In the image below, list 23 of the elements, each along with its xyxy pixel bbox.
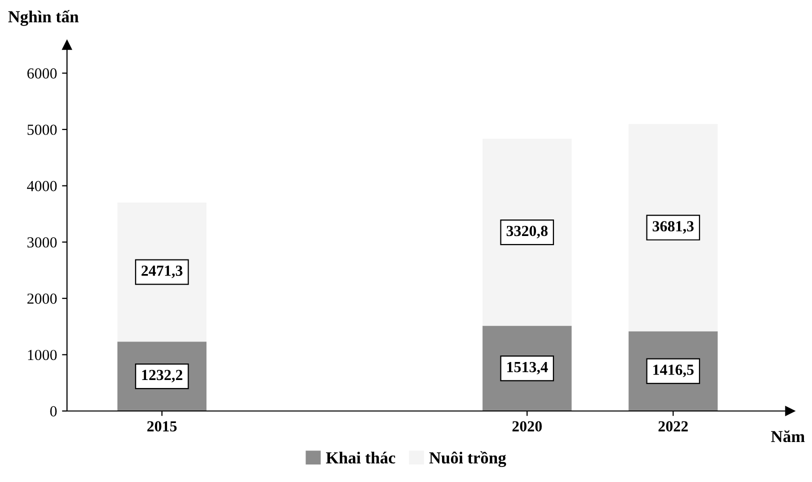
y-tick-label: 4000 <box>27 180 57 192</box>
data-label: 1513,4 <box>507 362 548 374</box>
bar <box>117 202 206 342</box>
data-label: 1416,5 <box>653 364 694 378</box>
x-tick-label: 2022 <box>658 421 688 432</box>
bar <box>628 124 718 332</box>
y-tick-label: 3000 <box>27 237 57 248</box>
data-label: 3320,8 <box>506 226 548 238</box>
x-tick-label: 2015 <box>147 421 177 432</box>
y-axis-title: Nghìn tấn <box>8 10 79 26</box>
x-axis-title: Năm <box>771 430 805 442</box>
legend-label: Khai thác <box>326 452 396 464</box>
x-tick-label: 2020 <box>512 421 542 432</box>
bar <box>482 138 572 326</box>
y-tick-label: 6000 <box>27 68 57 79</box>
y-tick-label: 0 <box>50 406 57 416</box>
y-tick-label: 1000 <box>28 350 57 360</box>
legend-label: Nuôi trồng <box>429 451 506 467</box>
data-label: 2471,3 <box>142 266 182 278</box>
data-label: 1232,2 <box>142 370 182 382</box>
data-label: 3681,3 <box>652 221 694 234</box>
y-tick-label: 2000 <box>27 294 57 304</box>
y-tick-label: 5000 <box>28 124 57 135</box>
